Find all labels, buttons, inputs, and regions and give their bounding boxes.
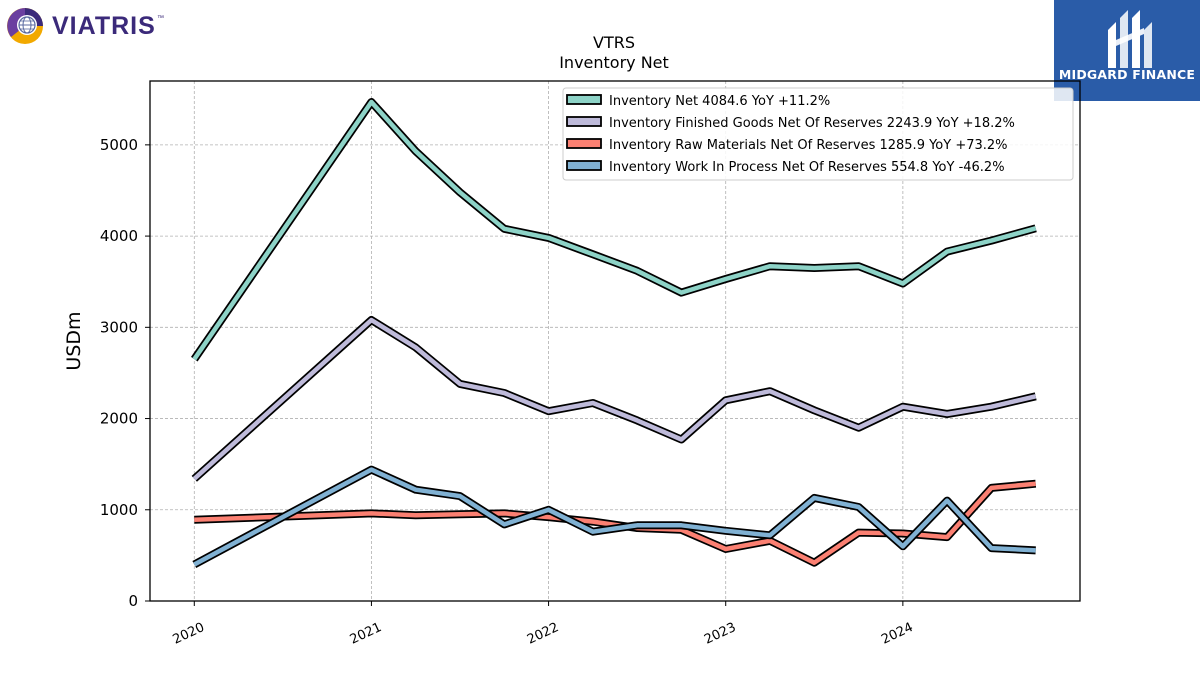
legend-label: Inventory Net 4084.6 YoY +11.2% bbox=[609, 94, 830, 109]
y-tick-label: 2000 bbox=[100, 410, 138, 428]
y-tick-label: 5000 bbox=[100, 136, 138, 154]
plot-frame bbox=[149, 80, 1081, 602]
y-tick-label: 4000 bbox=[100, 227, 138, 245]
legend-swatch bbox=[566, 138, 602, 149]
chart-title: VTRS bbox=[593, 33, 635, 52]
series-line-fill bbox=[192, 317, 1037, 481]
viatris-logo: VIATRIS ™ bbox=[4, 4, 174, 48]
x-tick-label: 2021 bbox=[348, 620, 384, 648]
y-axis-label: USDm bbox=[63, 311, 85, 370]
chart-subtitle: Inventory Net bbox=[559, 53, 669, 72]
series-line-0 bbox=[191, 98, 1037, 362]
midgard-wordmark: MIDGARD FINANCE bbox=[1058, 67, 1196, 82]
series-line-1 bbox=[191, 316, 1037, 482]
viatris-wordmark: VIATRIS bbox=[52, 12, 156, 40]
legend-box bbox=[562, 87, 1074, 181]
trademark-symbol: ™ bbox=[157, 15, 164, 22]
x-tick-label: 2022 bbox=[525, 620, 561, 648]
legend-swatch bbox=[566, 116, 602, 127]
y-tick-label: 0 bbox=[128, 592, 138, 610]
viatris-globe-icon bbox=[7, 8, 43, 44]
legend-label: Inventory Raw Materials Net Of Reserves … bbox=[609, 138, 1008, 153]
y-tick-label: 1000 bbox=[100, 501, 138, 519]
legend-swatch bbox=[566, 94, 602, 105]
series-line-fill bbox=[193, 467, 1036, 567]
series-line-outline bbox=[191, 316, 1037, 482]
series-line-3 bbox=[192, 465, 1036, 569]
series-layer bbox=[191, 98, 1037, 569]
midgard-emblem-icon bbox=[1108, 10, 1152, 68]
x-tick-label: 2024 bbox=[879, 620, 915, 648]
y-tick-label: 3000 bbox=[100, 318, 138, 336]
x-tick-label: 2020 bbox=[171, 620, 207, 648]
series-line-fill bbox=[192, 99, 1037, 361]
y-axis: 0 1000 2000 3000 4000 5000 bbox=[100, 136, 150, 610]
legend: Inventory Net 4084.6 YoY +11.2% Inventory… bbox=[562, 87, 1074, 181]
midgard-finance-logo: MIDGARD FINANCE bbox=[1054, 0, 1200, 101]
x-axis: 2020 2021 2022 2023 2024 bbox=[171, 601, 916, 648]
grid bbox=[150, 81, 1080, 602]
legend-label: Inventory Finished Goods Net Of Reserves… bbox=[609, 116, 1015, 131]
legend-label: Inventory Work In Process Net Of Reserve… bbox=[609, 160, 1005, 175]
legend-swatch bbox=[566, 160, 602, 171]
x-tick-label: 2023 bbox=[702, 620, 738, 648]
